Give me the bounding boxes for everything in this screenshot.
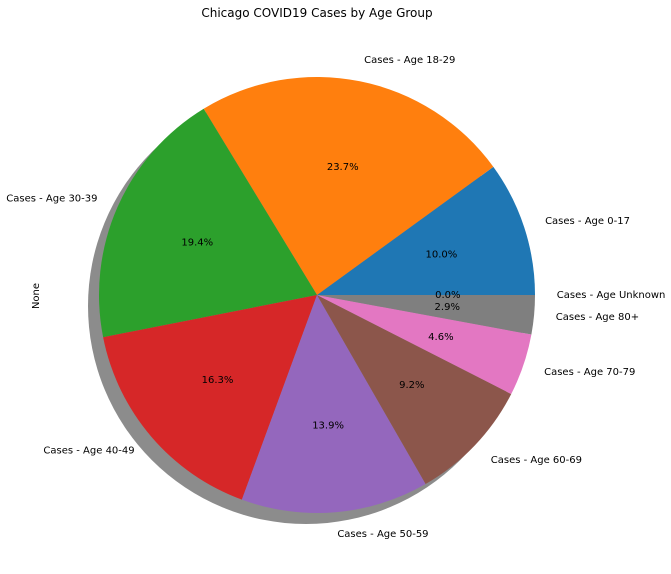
pie-percent-label: 19.4% (181, 237, 213, 248)
pie-slice (317, 295, 512, 485)
pie-category-label: Cases - Age 50-59 (337, 529, 428, 540)
pie-category-labels: Cases - Age 0-17 Cases - Age 18-29 Cases -… (6, 55, 665, 540)
pie-category-label: Cases - Age Unknown (557, 290, 666, 301)
pie-slice (98, 108, 317, 338)
pie-percent-label: 4.6% (428, 332, 453, 343)
pie-category-label: Cases - Age 60-69 (491, 455, 582, 466)
pie-percent-label: 23.7% (327, 162, 359, 173)
pie-category-label: Cases - Age 70-79 (544, 367, 635, 378)
pie-percent-labels: 10.0% 23.7% 19.4% 16.3% 13.9% 9.2% 4.6% 2.9%0.0… (181, 162, 460, 432)
pie-percent-label: 16.3% (202, 375, 234, 386)
y-axis-label: None (31, 283, 42, 309)
pie-percent-label: 10.0% (426, 250, 458, 261)
pie-percent-label: 9.2% (399, 380, 424, 391)
pie-category-label: Cases - Age 0-17 (545, 216, 630, 227)
pie-percent-label: 2.9% (435, 302, 460, 313)
pie-slice (317, 166, 535, 295)
pie-category-label: Cases - Age 30-39 (6, 193, 97, 204)
pie-category-label: Cases - Age 40-49 (43, 446, 134, 457)
pie-slices (98, 77, 535, 513)
pie-category-label: Cases - Age 80+ (556, 312, 639, 323)
pie-slice (203, 77, 494, 295)
pie-slice (317, 295, 535, 335)
pie-slice (317, 295, 532, 394)
chart-title: Chicago COVID19 Cases by Age Group (201, 6, 432, 20)
pie-category-label: Cases - Age 18-29 (364, 55, 455, 66)
pie-slice (103, 295, 317, 500)
pie-percent-label: 13.9% (312, 420, 344, 431)
pie-slice (241, 295, 426, 513)
pie-percent-label: 0.0% (435, 290, 460, 301)
